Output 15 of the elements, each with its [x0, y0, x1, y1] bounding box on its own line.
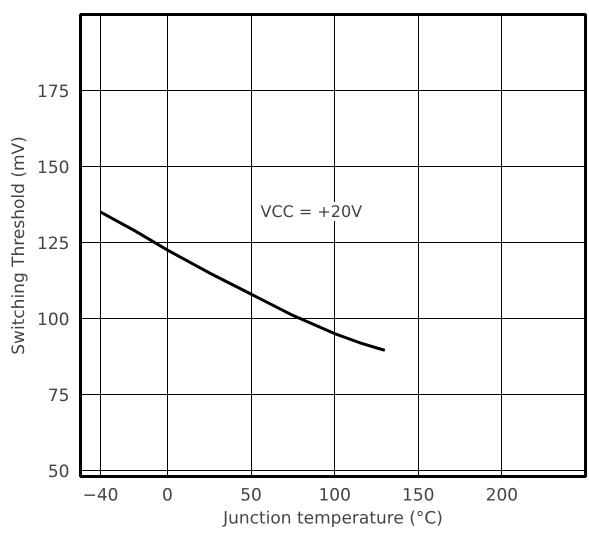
x-tick-label: −40 — [82, 486, 119, 506]
y-tick-label: 100 — [37, 310, 70, 330]
x-tick-label: 200 — [486, 486, 518, 506]
y-tick-label: 50 — [48, 462, 70, 482]
x-tick-label: 50 — [240, 486, 262, 506]
y-tick-label: 150 — [37, 158, 70, 178]
y-axis-title: Switching Threshold (mV) — [9, 136, 30, 355]
x-tick-label: 0 — [162, 486, 173, 506]
y-tick-label: 75 — [48, 386, 70, 406]
y-tick-label: 175 — [37, 82, 70, 102]
y-tick-label: 125 — [37, 234, 70, 254]
x-axis-title: Junction temperature (°C) — [222, 508, 443, 528]
annotation: VCC = +20V — [260, 202, 362, 221]
x-tick-label: 150 — [402, 486, 435, 506]
x-tick-label: 100 — [318, 486, 351, 506]
